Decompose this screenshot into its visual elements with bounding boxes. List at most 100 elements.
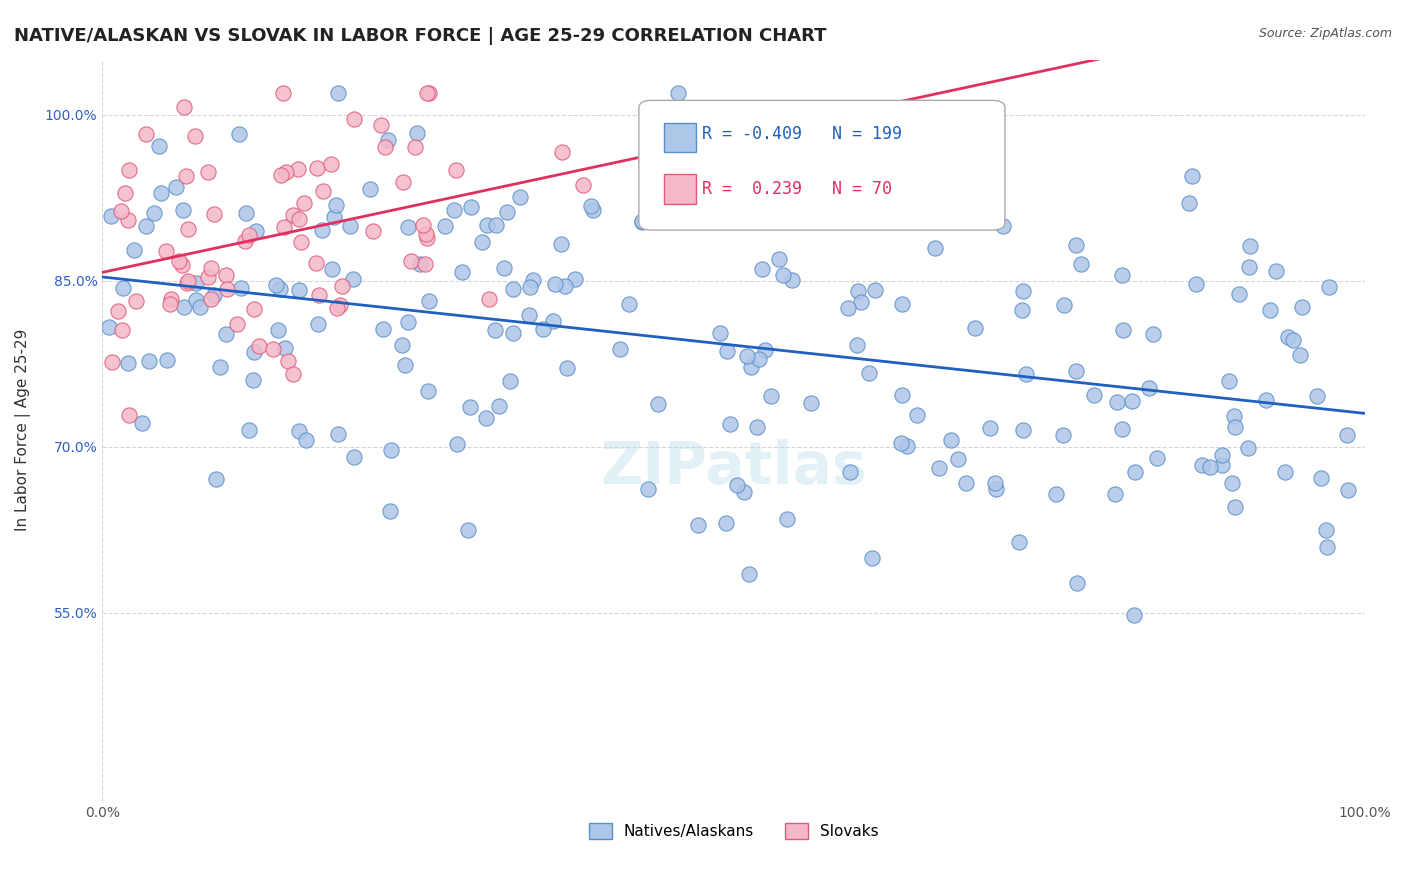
Natives/Alaskans: [202, 288, 225, 302]
Y-axis label: In Labor Force | Age 25-29: In Labor Force | Age 25-29: [15, 329, 31, 532]
Slovaks: [215, 282, 238, 296]
Natives/Alaskans: [1015, 367, 1038, 381]
Slovaks: [444, 163, 467, 178]
Natives/Alaskans: [205, 472, 228, 486]
Slovaks: [401, 254, 423, 268]
Slovaks: [233, 234, 256, 248]
Natives/Alaskans: [522, 273, 544, 287]
Natives/Alaskans: [245, 224, 267, 238]
Natives/Alaskans: [475, 411, 498, 425]
Natives/Alaskans: [274, 341, 297, 355]
Natives/Alaskans: [1064, 363, 1087, 377]
Natives/Alaskans: [776, 512, 799, 526]
Natives/Alaskans: [1211, 448, 1233, 462]
Natives/Alaskans: [488, 399, 510, 413]
Slovaks: [117, 213, 139, 227]
Natives/Alaskans: [519, 279, 541, 293]
Natives/Alaskans: [188, 300, 211, 314]
Natives/Alaskans: [380, 443, 402, 458]
Slovaks: [200, 261, 222, 276]
Text: ZIPatlas: ZIPatlas: [600, 439, 868, 496]
Natives/Alaskans: [433, 219, 456, 233]
Natives/Alaskans: [98, 319, 121, 334]
Natives/Alaskans: [637, 482, 659, 496]
Natives/Alaskans: [475, 219, 498, 233]
Natives/Alaskans: [1336, 427, 1358, 442]
Slovaks: [281, 367, 304, 381]
Natives/Alaskans: [1281, 333, 1303, 347]
Natives/Alaskans: [311, 223, 333, 237]
Natives/Alaskans: [955, 475, 977, 490]
Natives/Alaskans: [754, 343, 776, 357]
Slovaks: [202, 207, 225, 221]
Slovaks: [277, 353, 299, 368]
Natives/Alaskans: [890, 296, 912, 310]
Slovaks: [343, 112, 366, 126]
Natives/Alaskans: [725, 477, 748, 491]
Slovaks: [326, 301, 349, 315]
Natives/Alaskans: [1111, 268, 1133, 282]
Natives/Alaskans: [619, 297, 641, 311]
Natives/Alaskans: [991, 219, 1014, 233]
Natives/Alaskans: [905, 408, 928, 422]
Legend: Natives/Alaskans, Slovaks: Natives/Alaskans, Slovaks: [582, 817, 884, 845]
Slovaks: [107, 303, 129, 318]
Natives/Alaskans: [877, 186, 900, 201]
Slovaks: [125, 293, 148, 308]
Natives/Alaskans: [666, 86, 689, 100]
Natives/Alaskans: [1317, 280, 1340, 294]
Natives/Alaskans: [1237, 441, 1260, 455]
Natives/Alaskans: [326, 86, 349, 100]
Natives/Alaskans: [165, 180, 187, 194]
Slovaks: [100, 355, 122, 369]
Natives/Alaskans: [890, 387, 912, 401]
Slovaks: [287, 212, 309, 227]
Natives/Alaskans: [748, 351, 770, 366]
Natives/Alaskans: [1239, 239, 1261, 253]
Natives/Alaskans: [371, 322, 394, 336]
Natives/Alaskans: [443, 202, 465, 217]
Natives/Alaskans: [555, 361, 578, 376]
Slovaks: [270, 169, 292, 183]
Natives/Alaskans: [377, 133, 399, 147]
Natives/Alaskans: [342, 271, 364, 285]
Natives/Alaskans: [747, 419, 769, 434]
Natives/Alaskans: [1181, 169, 1204, 183]
Natives/Alaskans: [418, 293, 440, 308]
Natives/Alaskans: [394, 359, 416, 373]
Natives/Alaskans: [1121, 394, 1143, 409]
Slovaks: [197, 165, 219, 179]
Natives/Alaskans: [709, 326, 731, 340]
Natives/Alaskans: [173, 300, 195, 314]
Natives/Alaskans: [1146, 450, 1168, 465]
Natives/Alaskans: [1045, 487, 1067, 501]
Natives/Alaskans: [378, 504, 401, 518]
Natives/Alaskans: [228, 127, 250, 141]
Natives/Alaskans: [1289, 348, 1312, 362]
Slovaks: [271, 86, 294, 100]
Natives/Alaskans: [138, 354, 160, 368]
Natives/Alaskans: [1142, 327, 1164, 342]
Natives/Alaskans: [1123, 608, 1146, 623]
Slovaks: [117, 162, 139, 177]
Slovaks: [332, 278, 354, 293]
Natives/Alaskans: [1315, 523, 1337, 537]
Slovaks: [287, 161, 309, 176]
Natives/Alaskans: [1066, 576, 1088, 591]
Slovaks: [238, 227, 260, 242]
Natives/Alaskans: [142, 205, 165, 219]
Natives/Alaskans: [751, 262, 773, 277]
Natives/Alaskans: [1220, 475, 1243, 490]
Slovaks: [305, 161, 328, 175]
Natives/Alaskans: [460, 200, 482, 214]
Natives/Alaskans: [735, 349, 758, 363]
Natives/Alaskans: [631, 215, 654, 229]
Slovaks: [177, 274, 200, 288]
Natives/Alaskans: [396, 315, 419, 329]
Natives/Alaskans: [889, 436, 911, 450]
Slovaks: [200, 292, 222, 306]
Natives/Alaskans: [451, 265, 474, 279]
Natives/Alaskans: [858, 367, 880, 381]
Natives/Alaskans: [837, 301, 859, 315]
Natives/Alaskans: [496, 204, 519, 219]
